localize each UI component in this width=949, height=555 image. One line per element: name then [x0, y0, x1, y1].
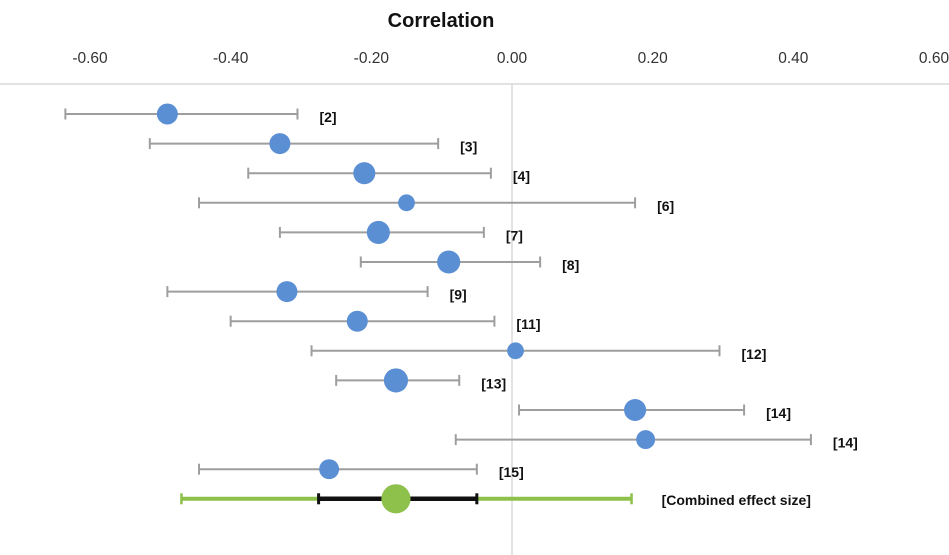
point-estimate	[437, 250, 461, 274]
study-label: [9]	[450, 287, 467, 303]
point-estimate	[624, 398, 647, 422]
study-label: [12]	[741, 346, 766, 362]
study-label: [2]	[319, 109, 336, 125]
study-label: [7]	[506, 227, 523, 243]
study-label: [13]	[481, 375, 506, 391]
study-row: [4]	[247, 162, 530, 185]
study-label: [3]	[460, 139, 477, 155]
x-tick-label: 0.60	[919, 50, 949, 67]
point-estimate	[398, 194, 415, 212]
study-row: [7]	[278, 220, 523, 244]
point-estimate	[319, 459, 340, 480]
study-row: [11]	[229, 310, 541, 332]
point-estimate	[276, 281, 298, 303]
study-label: [15]	[499, 464, 524, 480]
study-label: [8]	[562, 257, 579, 273]
point-estimate	[383, 368, 409, 393]
study-row: [15]	[198, 459, 524, 480]
point-estimate	[507, 342, 524, 360]
study-label: [14]	[766, 405, 791, 421]
point-estimate	[636, 430, 656, 450]
study-row: [12]	[310, 342, 766, 362]
axis-title: Correlation	[388, 10, 495, 32]
study-rows: [2] [3] [4] [6] [7] [8] [9] [11] [12] [13] [14] [14…	[64, 103, 858, 480]
study-row: [6]	[198, 194, 674, 214]
study-row: [8]	[359, 250, 579, 274]
point-estimate	[156, 103, 178, 125]
x-axis-ticks: -0.60 -0.40 -0.20 0.00 0.20 0.40 0.60	[72, 50, 949, 67]
study-label: [4]	[513, 168, 530, 184]
x-tick-label: 0.40	[778, 50, 809, 67]
study-label: [6]	[657, 198, 674, 214]
study-row: [14]	[518, 398, 791, 422]
point-estimate	[346, 310, 368, 332]
x-tick-label: 0.20	[638, 50, 669, 67]
study-row: [2]	[64, 103, 337, 125]
point-estimate	[353, 162, 376, 185]
combined-label: [Combined effect size]	[662, 492, 811, 508]
study-label: [14]	[833, 435, 858, 451]
study-row: [14]	[454, 430, 858, 451]
study-label: [11]	[516, 316, 540, 332]
point-estimate	[269, 133, 291, 155]
combined-point-estimate	[381, 484, 411, 514]
study-row: [9]	[166, 281, 467, 303]
combined-effect-row: [Combined effect size]	[180, 484, 811, 514]
study-row: [3]	[148, 133, 477, 155]
x-tick-label: 0.00	[497, 50, 528, 67]
study-row: [13]	[335, 368, 506, 393]
x-tick-label: -0.60	[72, 50, 108, 67]
x-tick-label: -0.20	[354, 50, 390, 67]
x-tick-label: -0.40	[213, 50, 249, 67]
point-estimate	[366, 220, 390, 244]
